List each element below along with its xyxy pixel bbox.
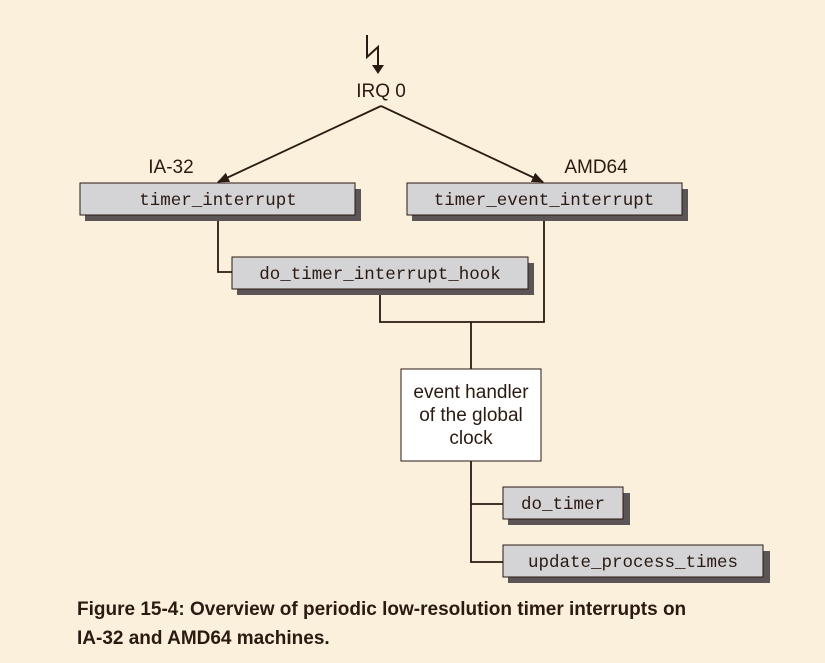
event-handler-line-2: of the global	[419, 405, 523, 426]
edge-hook-to-merge	[379, 290, 471, 323]
caption-line-2: IA-32 and AMD64 machines.	[77, 628, 330, 649]
irq0-label: IRQ 0	[356, 81, 406, 102]
caption-line-1: Figure 15-4: Overview of periodic low-re…	[77, 599, 687, 620]
node-update-process-times: update_process_times	[502, 544, 770, 583]
timer-event-interrupt-label: timer_event_interrupt	[434, 191, 655, 211]
event-handler-line-1: event handler	[413, 382, 529, 403]
lightning-bolt-icon	[366, 35, 379, 67]
node-event-handler: event handler of the global clock	[400, 368, 542, 462]
amd64-label: AMD64	[564, 157, 628, 178]
edge-event-handler-to-update-process-times	[470, 504, 503, 563]
event-handler-line-3: clock	[449, 428, 493, 449]
do-timer-interrupt-hook-label: do_timer_interrupt_hook	[259, 265, 501, 285]
ia32-label: IA-32	[148, 157, 193, 178]
node-do-timer: do_timer	[502, 486, 630, 525]
timer-interrupt-label: timer_interrupt	[139, 191, 297, 211]
node-timer-event-interrupt: timer_event_interrupt	[406, 182, 688, 221]
update-process-times-label: update_process_times	[528, 553, 738, 573]
edge-timer-event-interrupt-to-merge	[471, 216, 545, 323]
edge-timer-interrupt-to-hook	[217, 216, 232, 273]
node-timer-interrupt: timer_interrupt	[79, 182, 361, 221]
edge-irq0-to-timer-event-interrupt	[380, 105, 544, 183]
edge-irq0-to-timer-interrupt	[217, 105, 382, 183]
lightning-arrowhead-icon	[372, 65, 384, 74]
edge-event-handler-to-do-timer	[470, 461, 503, 505]
do-timer-label: do_timer	[521, 495, 605, 515]
figure-caption: Figure 15-4: Overview of periodic low-re…	[77, 595, 777, 653]
node-do-timer-interrupt-hook: do_timer_interrupt_hook	[231, 256, 534, 295]
